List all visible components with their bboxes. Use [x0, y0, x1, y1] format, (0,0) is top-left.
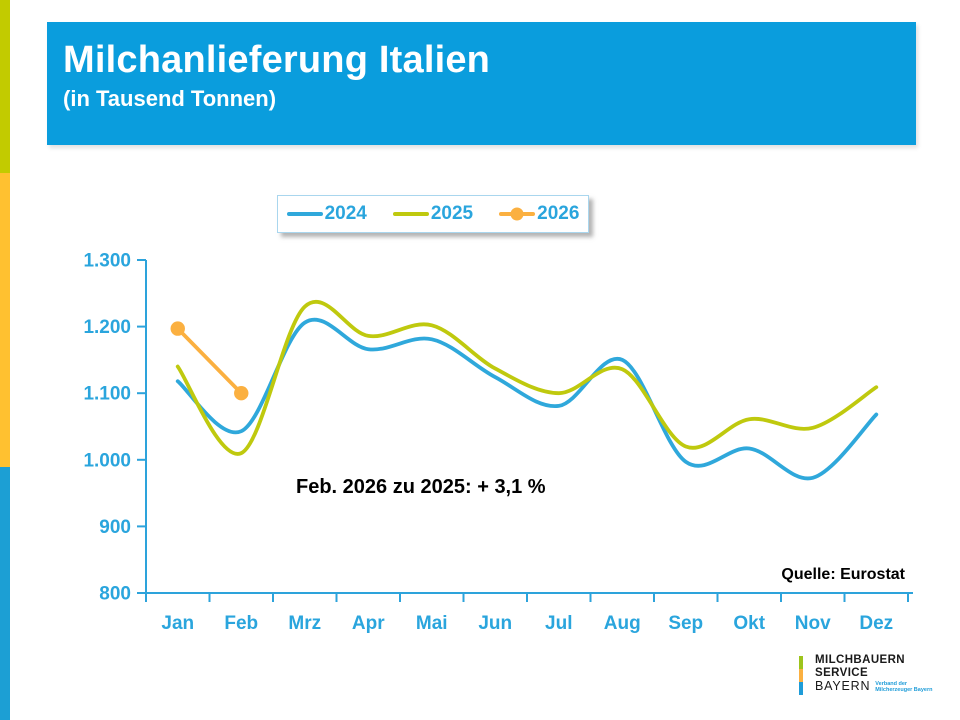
y-axis-tick-label: 1.100 [83, 384, 131, 405]
comparison-annotation: Feb. 2026 zu 2025: + 3,1 % [296, 476, 546, 498]
logo-text-line2: SERVICE [815, 667, 869, 679]
left-stripe-orange [0, 173, 10, 467]
logo-text-line1: MILCHBAUERN [815, 654, 906, 666]
left-stripe-green [0, 0, 10, 173]
y-axis-tick-label: 1.000 [83, 450, 131, 471]
x-axis-month-label: Okt [733, 613, 765, 634]
x-axis-month-label: Feb [224, 613, 258, 634]
milchbauern-service-bayern-logo: MILCHBAUERN SERVICE BAYERN Verband der M… [799, 654, 933, 700]
x-axis-month-label: Sep [668, 613, 703, 634]
line-2025 [175, 299, 879, 456]
x-axis-month-label: Jun [478, 613, 512, 634]
x-axis-month-label: Mai [416, 613, 448, 634]
y-axis-tick-label: 1.200 [83, 317, 131, 338]
legend-item-2026: 2026 [499, 203, 579, 225]
logo-stripe-icon [799, 656, 803, 695]
x-axis-month-label: Jul [545, 613, 572, 634]
legend-label-2026: 2026 [537, 203, 580, 224]
x-axis-month-label: Jan [161, 613, 194, 634]
x-axis-month-label: Apr [352, 613, 385, 634]
legend-label-2025: 2025 [430, 203, 474, 224]
logo-subtext: Verband der Milcherzeuger Bayern [875, 681, 933, 693]
legend-label-2024: 2024 [324, 203, 367, 224]
y-axis-tick-label: 800 [99, 584, 131, 605]
legend-item-2025: 2025 [392, 203, 474, 225]
axis-lines [145, 260, 913, 594]
legend-item-2024: 2024 [286, 203, 367, 225]
marker-2026 [170, 321, 185, 336]
legend-line-swatch-2025 [392, 212, 429, 216]
y-axis-tick-label: 1.300 [83, 251, 131, 272]
x-axis-month-label: Nov [795, 613, 831, 634]
x-axis-month-label: Dez [859, 613, 893, 634]
left-stripe-blue [0, 467, 10, 720]
x-axis-month-label: Mrz [288, 613, 321, 634]
marker-2026 [234, 386, 249, 401]
title-banner: Milchanlieferung Italien (in Tausend Ton… [47, 22, 916, 145]
page-title: Milchanlieferung Italien [63, 39, 491, 81]
source-label: Quelle: Eurostat [781, 566, 905, 583]
logo-text-line3: BAYERN [815, 679, 871, 693]
chart-legend: 2024 2025 2026 [277, 195, 589, 233]
line-2026 [175, 326, 244, 396]
line-2024 [175, 317, 879, 481]
legend-line-swatch-2026 [499, 207, 536, 221]
page-subtitle: (in Tausend Tonnen) [63, 86, 277, 111]
y-axis-tick-label: 900 [99, 517, 131, 538]
legend-marker-dot-2026 [510, 207, 524, 221]
x-axis-month-label: Aug [604, 613, 641, 634]
legend-line-swatch-2024 [286, 212, 323, 216]
